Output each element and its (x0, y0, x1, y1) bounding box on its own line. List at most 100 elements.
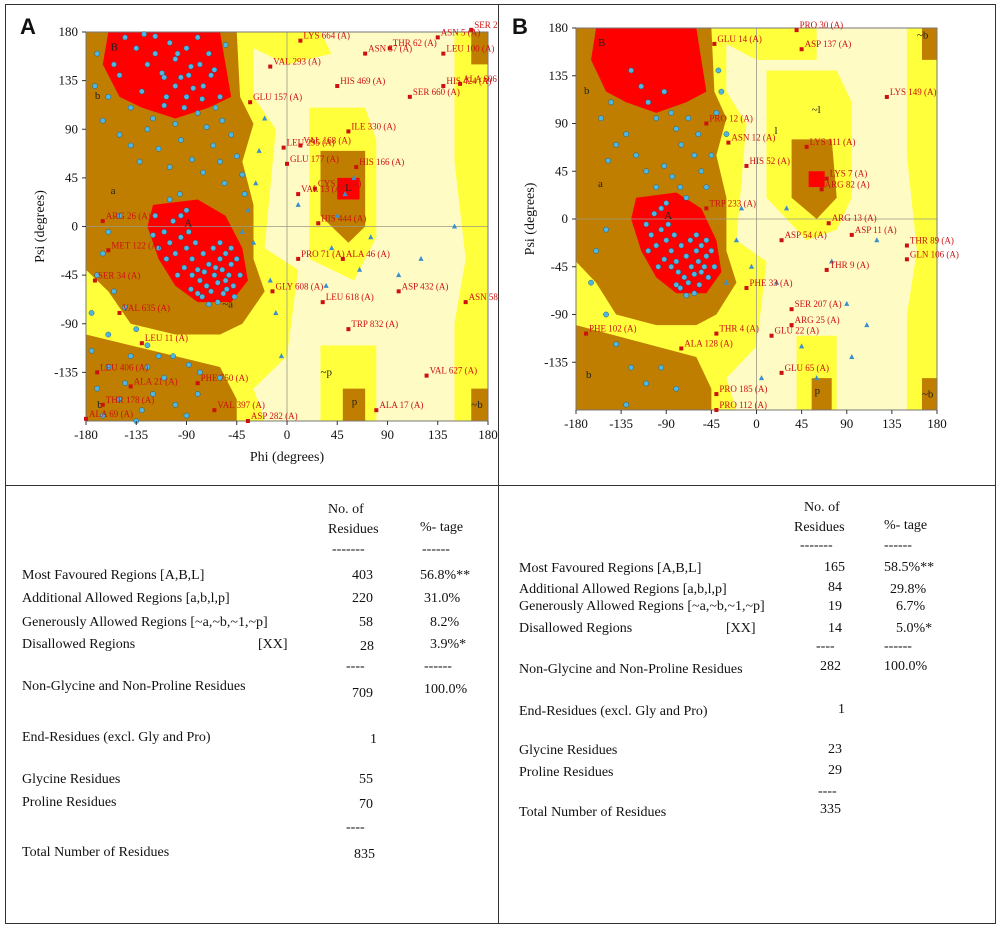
statistics-table-b: No. of Residues %- tage ------- ------ M… (498, 486, 996, 924)
residue-point (623, 131, 629, 137)
residue-point (170, 218, 176, 224)
separator-percent: ------ (424, 659, 452, 674)
residue-label: ALA 606 (A) (463, 74, 498, 84)
row-percent: 29.8% (890, 582, 927, 597)
residue-point (105, 229, 112, 235)
residue-point (174, 50, 181, 57)
residue-point (698, 269, 705, 275)
residue-label: ALA 128 (A) (684, 338, 733, 348)
outlier-marker (714, 331, 719, 336)
core-region (631, 192, 722, 294)
residue-point (163, 93, 170, 100)
residue-point (233, 256, 240, 262)
residue-point (122, 380, 128, 387)
outlier-marker (407, 94, 412, 99)
residue-label: THR 9 (A) (830, 260, 870, 270)
outlier-marker (884, 94, 889, 99)
residue-point (122, 304, 128, 311)
residue-point (185, 229, 192, 235)
residue-point (691, 290, 698, 297)
residue-point (638, 83, 645, 90)
residue-point (715, 67, 722, 74)
residue-point (111, 61, 117, 68)
generously-allowed-region (220, 32, 332, 65)
glycine-point (245, 207, 251, 213)
residue-point (228, 261, 235, 268)
residue-point (653, 242, 660, 249)
residue-point (643, 380, 650, 387)
x-tick-label: -90 (658, 416, 675, 431)
glycine-label: Glycine Residues (519, 743, 618, 758)
residue-point (200, 83, 207, 89)
glycine-point (748, 263, 755, 269)
outlier-marker (441, 51, 446, 56)
glycine-point (356, 266, 363, 272)
outlier-marker (824, 176, 829, 181)
row-percent: 56.8%** (420, 568, 471, 583)
y-tick-label: 135 (549, 68, 569, 83)
residue-point (678, 141, 685, 148)
residue-point (703, 253, 710, 259)
residue-point (653, 115, 660, 122)
residue-point (116, 212, 123, 219)
x-tick-label: 90 (381, 427, 394, 442)
header-count-label-2: Residues (794, 520, 845, 535)
residue-point (711, 263, 718, 270)
outlier-marker (312, 186, 317, 191)
residue-point (230, 283, 237, 289)
glycine-point (864, 322, 870, 328)
outlier-marker (819, 187, 824, 192)
outlier-marker (441, 84, 446, 89)
residue-label: ARG 13 (A) (832, 213, 877, 223)
region-label: b (586, 369, 592, 381)
outlier-marker (298, 38, 303, 43)
residue-label: GLU 65 (A) (785, 363, 830, 373)
residue-label: ASP 11 (A) (855, 225, 897, 235)
proline-count: 70 (359, 797, 373, 812)
x-tick-label: 0 (753, 416, 760, 431)
glycine-point (814, 375, 820, 381)
y-tick-label: -45 (551, 259, 568, 274)
end-residues-count: 1 (370, 732, 377, 747)
region-label: b (584, 85, 590, 97)
residue-point (708, 152, 715, 159)
outlier-marker (354, 165, 359, 170)
residue-point (178, 234, 184, 241)
outlier-marker (712, 41, 717, 46)
residue-point (203, 124, 210, 130)
glycine-point (329, 245, 335, 251)
y-tick-label: -90 (61, 316, 78, 331)
allowed-region (471, 32, 488, 65)
residue-label: THR 62 (A) (393, 38, 437, 48)
row-label: Disallowed Regions (519, 621, 633, 636)
residue-point (203, 283, 210, 289)
nongly-count: 282 (820, 659, 841, 674)
residue-label: TRP 233 (A) (709, 198, 756, 208)
residue-label: SER 660 (A) (413, 87, 460, 97)
outlier-marker (424, 373, 429, 378)
residue-point (643, 168, 650, 175)
row-label: Disallowed Regions (22, 637, 136, 652)
residue-point (199, 293, 205, 300)
residue-point (210, 142, 217, 149)
residue-point (94, 385, 101, 392)
y-tick-label: -90 (551, 307, 568, 322)
residue-point (116, 396, 123, 403)
outlier-marker (435, 35, 440, 40)
outlier-marker (335, 84, 340, 89)
residue-label: PRO 112 (A) (719, 400, 767, 410)
region-label: p (352, 396, 358, 408)
residue-point (183, 207, 190, 214)
residue-point (212, 264, 219, 271)
residue-label: LYS 7 (A) (830, 169, 868, 179)
y-axis-title: Psi (degrees) (33, 190, 48, 263)
separator-count: ---- (346, 659, 365, 674)
residue-point (201, 269, 208, 275)
residue-point (189, 156, 195, 163)
y-tick-label: -45 (61, 267, 78, 282)
glycine-point (418, 255, 424, 261)
residue-point (172, 56, 179, 62)
residue-point (205, 301, 212, 308)
residue-label: CYS 32 (A) (318, 179, 362, 189)
residue-point (683, 194, 690, 201)
